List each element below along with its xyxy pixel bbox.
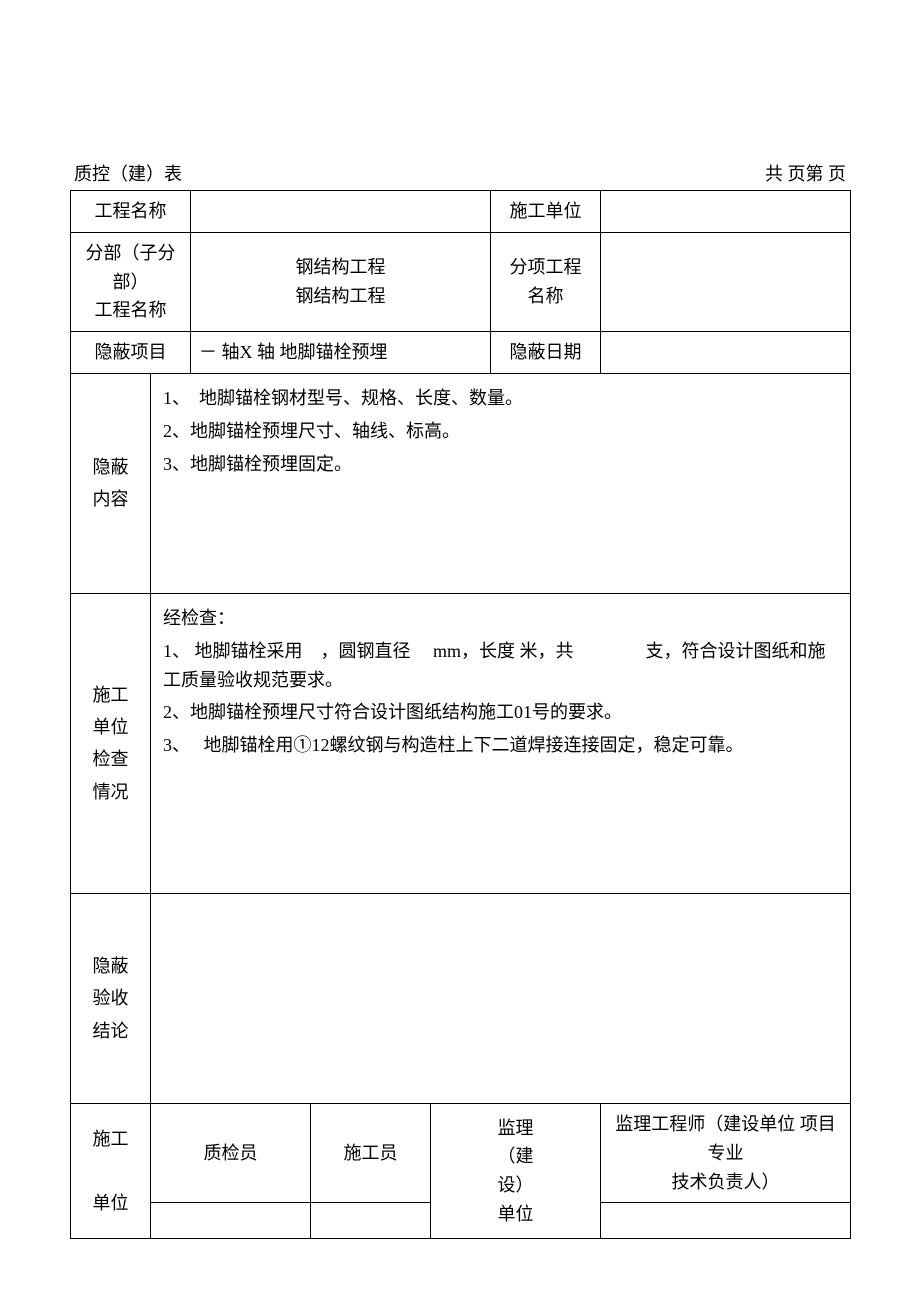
footer-col1-line2: 单位 (79, 1187, 142, 1219)
value-builder (311, 1203, 431, 1239)
label-conclusion-line1: 隐蔽 (79, 950, 142, 982)
footer-col5-line1: 监理工程师（建设单位 项目专业 (609, 1110, 842, 1168)
label-footer-construction-unit: 施工 单位 (71, 1103, 151, 1238)
value-construction-unit (601, 191, 851, 233)
inspection-item1: 1、 地脚锚栓采用 ，圆钢直径 mm，长度 米，共 支，符合设计图纸和施工质量验… (163, 637, 838, 695)
value-subitem (601, 232, 851, 331)
label-project-name: 工程名称 (71, 191, 191, 233)
content-hidden: 1、 地脚锚栓钢材型号、规格、长度、数量。 2、地脚锚栓预埋尺寸、轴线、标高。 … (151, 373, 851, 593)
header-right: 共 页第 页 (765, 160, 846, 186)
footer-col1-line1: 施工 (79, 1123, 142, 1155)
label-inspection-line4: 情况 (79, 776, 142, 808)
form-table: 工程名称 施工单位 分部（子分部） 工程名称 钢结构工程 钢结构工程 分项工程 … (70, 190, 851, 1239)
label-qc-inspector: 质检员 (151, 1103, 311, 1202)
header-row: 质控（建）表 共 页第 页 (70, 160, 850, 186)
hidden-content-item1: 1、 地脚锚栓钢材型号、规格、长度、数量。 (163, 384, 838, 413)
row-hidden-content: 隐蔽 内容 1、 地脚锚栓钢材型号、规格、长度、数量。 2、地脚锚栓预埋尺寸、轴… (71, 373, 851, 593)
label-subitem: 分项工程 名称 (491, 232, 601, 331)
label-construction-unit: 施工单位 (491, 191, 601, 233)
value-hidden-date (601, 332, 851, 374)
footer-col5-line2: 技术负责人） (609, 1168, 842, 1197)
footer-col4-line3: 设） (439, 1171, 592, 1200)
content-inspection: 经检查： 1、 地脚锚栓采用 ，圆钢直径 mm，长度 米，共 支，符合设计图纸和… (151, 593, 851, 893)
label-conclusion-line3: 结论 (79, 1015, 142, 1047)
label-inspection-line1: 施工 (79, 679, 142, 711)
row-hidden-item: 隐蔽项目 － 轴X 轴 地脚锚栓预埋 隐蔽日期 (71, 332, 851, 374)
row-footer-header: 施工 单位 质检员 施工员 监理 （建 设） 单位 监理工程师（建设单位 项目专… (71, 1103, 851, 1202)
label-inspection-line3: 检查 (79, 743, 142, 775)
value-qc-inspector (151, 1203, 311, 1239)
content-conclusion (151, 893, 851, 1103)
value-supervision-engineer (601, 1203, 851, 1239)
header-left: 质控（建）表 (74, 160, 182, 186)
value-project-name (191, 191, 491, 233)
value-hidden-item: － 轴X 轴 地脚锚栓预埋 (191, 332, 491, 374)
inspection-intro: 经检查： (163, 604, 838, 633)
label-subsection-line2: 工程名称 (79, 296, 182, 325)
label-supervision-engineer: 监理工程师（建设单位 项目专业 技术负责人） (601, 1103, 851, 1202)
label-hidden-content-line2: 内容 (79, 483, 142, 515)
label-subsection: 分部（子分部） 工程名称 (71, 232, 191, 331)
label-subitem-line1: 分项工程 (499, 253, 592, 282)
label-hidden-content-line1: 隐蔽 (79, 451, 142, 483)
footer-col4-line2: （建 (439, 1142, 592, 1171)
label-inspection: 施工 单位 检查 情况 (71, 593, 151, 893)
label-supervision-unit: 监理 （建 设） 单位 (431, 1103, 601, 1238)
hidden-content-item2: 2、地脚锚栓预埋尺寸、轴线、标高。 (163, 417, 838, 446)
value-subsection: 钢结构工程 钢结构工程 (191, 232, 491, 331)
label-hidden-date: 隐蔽日期 (491, 332, 601, 374)
footer-col4-line4: 单位 (439, 1200, 592, 1229)
inspection-item3: 3、 地脚锚栓用①12螺纹钢与构造柱上下二道焊接连接固定，稳定可靠。 (163, 731, 838, 760)
value-subsection-line2: 钢结构工程 (199, 282, 482, 311)
row-subsection: 分部（子分部） 工程名称 钢结构工程 钢结构工程 分项工程 名称 (71, 232, 851, 331)
row-project-name: 工程名称 施工单位 (71, 191, 851, 233)
row-conclusion: 隐蔽 验收 结论 (71, 893, 851, 1103)
label-conclusion: 隐蔽 验收 结论 (71, 893, 151, 1103)
label-inspection-line2: 单位 (79, 711, 142, 743)
footer-col4-line1: 监理 (439, 1114, 592, 1143)
label-subitem-line2: 名称 (499, 282, 592, 311)
label-conclusion-line2: 验收 (79, 982, 142, 1014)
row-inspection: 施工 单位 检查 情况 经检查： 1、 地脚锚栓采用 ，圆钢直径 mm，长度 米… (71, 593, 851, 893)
label-hidden-item: 隐蔽项目 (71, 332, 191, 374)
hidden-content-item3: 3、地脚锚栓预埋固定。 (163, 450, 838, 479)
inspection-item2: 2、地脚锚栓预埋尺寸符合设计图纸结构施工01号的要求。 (163, 698, 838, 727)
value-subsection-line1: 钢结构工程 (199, 253, 482, 282)
label-builder: 施工员 (311, 1103, 431, 1202)
label-hidden-content: 隐蔽 内容 (71, 373, 151, 593)
label-subsection-line1: 分部（子分部） (79, 239, 182, 297)
